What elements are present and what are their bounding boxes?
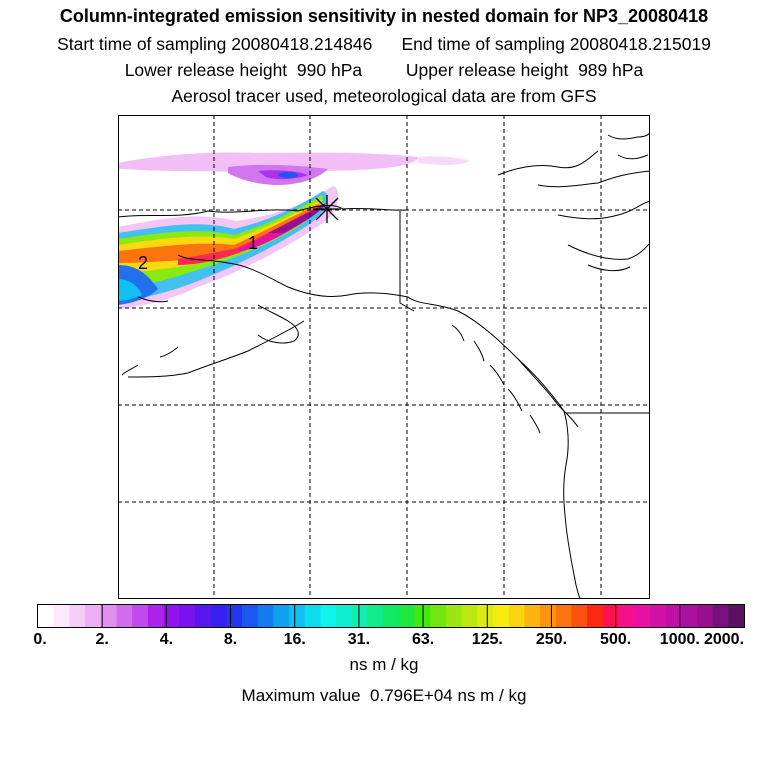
- colorbar: [37, 604, 745, 628]
- colorbar-segment: [69, 605, 86, 627]
- colorbar-segment: [445, 605, 463, 627]
- colorbar-segment: [508, 605, 525, 627]
- colorbar-segment: [587, 605, 604, 627]
- colorbar-segment: [524, 605, 541, 627]
- colorbar-tick-label: 31.: [347, 631, 371, 648]
- main-plume: [118, 186, 339, 309]
- colorbar-segment: [555, 605, 572, 627]
- tracer-note: Aerosol tracer used, meteorological data…: [171, 86, 597, 106]
- colorbar-segment: [477, 605, 494, 627]
- colorbar-segment: [53, 605, 70, 627]
- colorbar-segment: [226, 605, 243, 627]
- plot-title: Column-integrated emission sensitivity i…: [59, 6, 709, 26]
- colorbar-segment: [241, 605, 259, 627]
- coastlines: [118, 132, 650, 599]
- colorbar-tick-label: 4.: [159, 631, 174, 648]
- colorbar-segment: [147, 605, 165, 627]
- colorbar-tick-label: 0.: [33, 631, 47, 648]
- colorbar-segment: [351, 605, 368, 627]
- colorbar-segment: [320, 605, 337, 627]
- colorbar-segment: [273, 605, 290, 627]
- colorbar-segment: [367, 605, 384, 627]
- colorbar-tick-label: 8.: [223, 631, 238, 648]
- colorbar-segment: [132, 605, 149, 627]
- colorbar-tick-label: 2.: [95, 631, 109, 648]
- colorbar-tick-label: 63.: [411, 631, 435, 648]
- colorbar-segment: [540, 605, 557, 627]
- colorbar-tick-label: 2000.: [703, 631, 745, 648]
- colorbar-segment: [461, 605, 478, 627]
- colorbar-segment: [728, 605, 745, 627]
- end-time-label: End time of sampling: [401, 34, 565, 54]
- colorbar-segment: [304, 605, 321, 627]
- colorbar-segment: [210, 605, 227, 627]
- colorbar-segment: [116, 605, 133, 627]
- colorbar-segment: [696, 605, 714, 627]
- map-gridlines: [118, 115, 650, 599]
- end-time-value: 20080418.215019: [569, 34, 711, 54]
- colorbar-segment: [712, 605, 729, 627]
- start-time-value: 20080418.214846: [231, 34, 373, 54]
- colorbar-segment: [618, 605, 635, 627]
- colorbar-segment: [571, 605, 588, 627]
- colorbar-tick-label: 250.: [535, 631, 568, 648]
- colorbar-segment: [179, 605, 196, 627]
- maximum-value-label: Maximum value: [241, 686, 361, 705]
- trajectory-label-1: 1: [248, 233, 258, 253]
- colorbar-tick-label: 16.: [283, 631, 306, 648]
- colorbar-segment: [163, 605, 180, 627]
- colorbar-segment: [289, 605, 306, 627]
- colorbar-segment: [430, 605, 447, 627]
- lower-height-value: 990 hPa: [296, 60, 363, 80]
- trajectory-label-2: 2: [138, 253, 148, 273]
- upper-height-label: Upper release height: [405, 60, 569, 80]
- colorbar-segment: [194, 605, 212, 627]
- colorbar-segment: [85, 605, 102, 627]
- colorbar-tick-label: 125.: [471, 631, 503, 648]
- colorbar-units: ns m / kg: [349, 655, 419, 674]
- colorbar-segment: [602, 605, 619, 627]
- lower-height-label: Lower release height: [124, 60, 288, 80]
- colorbar-segment: [100, 605, 117, 627]
- colorbar-segment: [383, 605, 400, 627]
- maximum-value-number: 0.796E+04 ns m / kg: [370, 686, 527, 705]
- upper-plume: [118, 152, 470, 185]
- colorbar-segment: [649, 605, 667, 627]
- maximum-value: Maximum value 0.796E+04 ns m / kg: [0, 686, 768, 706]
- colorbar-tick-label: 500.: [600, 631, 632, 648]
- map-frame: [118, 115, 650, 599]
- colorbar-segment: [38, 605, 55, 627]
- colorbar-segment: [665, 605, 682, 627]
- colorbar-segment: [398, 605, 416, 627]
- colorbar-segment: [492, 605, 510, 627]
- upper-height-value: 989 hPa: [578, 60, 644, 80]
- colorbar-segment: [634, 605, 651, 627]
- release-point-star-icon: [313, 195, 341, 223]
- colorbar-segment: [681, 605, 698, 627]
- colorbar-segment: [257, 605, 274, 627]
- release-heights: Lower release height 990 hPa Upper relea…: [0, 60, 768, 81]
- colorbar-tick-label: 1000.: [659, 631, 700, 648]
- sampling-times: Start time of sampling 20080418.214846 E…: [0, 34, 768, 55]
- colorbar-segment: [336, 605, 353, 627]
- start-time-label: Start time of sampling: [57, 34, 227, 54]
- colorbar-frame: [37, 604, 745, 628]
- map-panel: 1 2: [118, 115, 650, 599]
